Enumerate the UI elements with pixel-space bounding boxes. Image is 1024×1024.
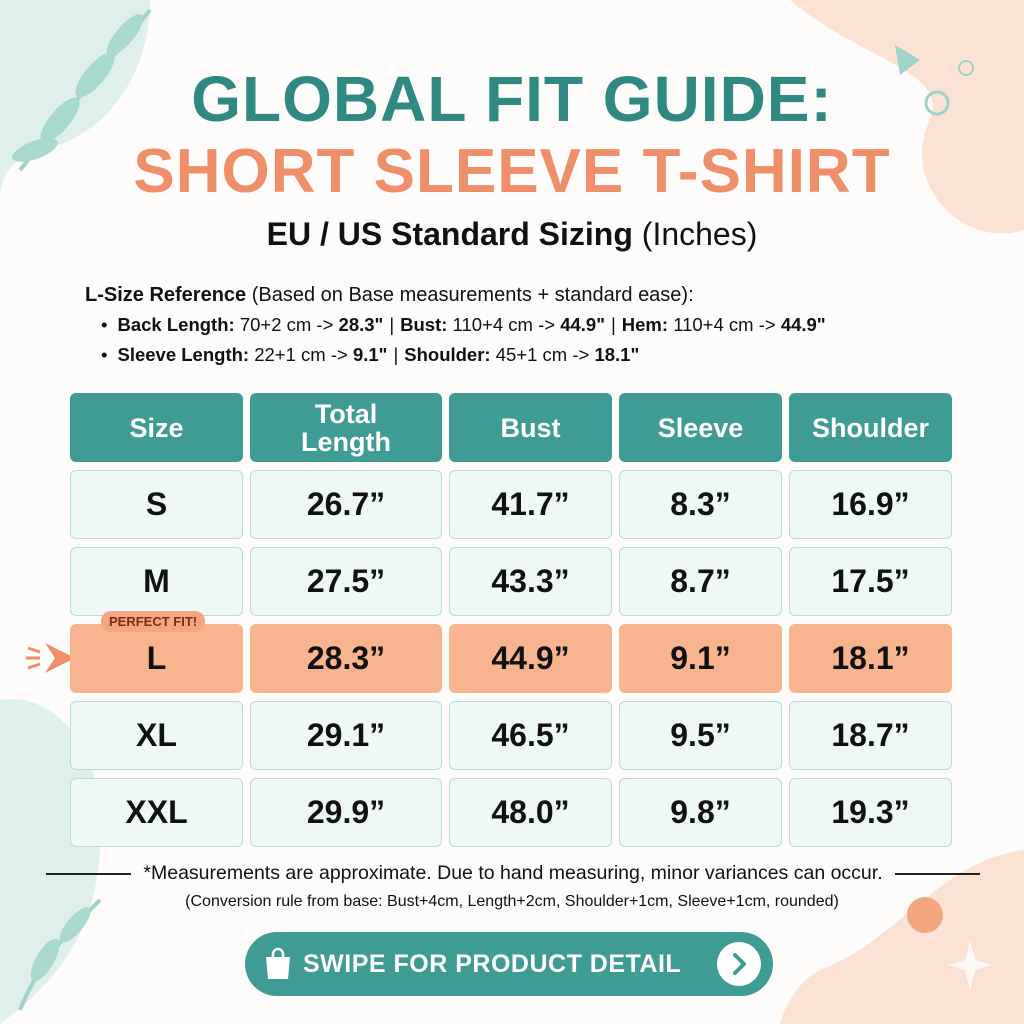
- note: *Measurements are approximate. Due to ha…: [143, 862, 883, 884]
- table-cell: S: [70, 470, 243, 539]
- column-header: Bust: [449, 393, 612, 462]
- separator: |: [393, 344, 399, 365]
- table-cell: XL: [70, 701, 243, 770]
- badge: PERFECT FIT!: [101, 611, 206, 632]
- column-header: Size: [70, 393, 243, 462]
- table-cell: 18.1”: [789, 624, 952, 693]
- item-label: Back Length:: [117, 314, 235, 335]
- item-result: 28.3": [338, 314, 384, 335]
- table-cell: 29.9”: [250, 778, 442, 847]
- table-cell: XXL: [70, 778, 243, 847]
- item-calc: 45+1 cm ->: [495, 344, 590, 365]
- reference-note: (Based on Base measurements + standard e…: [251, 284, 694, 306]
- item-label: Bust:: [400, 314, 448, 335]
- table-cell: L PERFECT FIT!: [70, 611, 243, 693]
- item-calc: 110+4 cm ->: [673, 314, 776, 335]
- item-calc: 22+1 cm ->: [254, 344, 348, 365]
- note-row: *Measurements are approximate. Due to ha…: [46, 862, 981, 885]
- table-cell: 18.7”: [789, 701, 952, 770]
- item-result: 9.1": [352, 344, 388, 365]
- item-calc: 110+4 cm ->: [452, 314, 556, 335]
- column-header: Shoulder: [789, 393, 952, 462]
- table-cell: 16.9”: [789, 470, 952, 539]
- reference: L-Size Reference (Based on Base measurem…: [85, 280, 826, 370]
- table-cell: 41.7”: [449, 470, 612, 539]
- table-cell: 9.5”: [619, 701, 782, 770]
- table-cell: M: [70, 547, 243, 616]
- item-label: Sleeve Length:: [117, 344, 250, 365]
- separator: |: [389, 314, 395, 335]
- divider: [894, 872, 981, 875]
- table-cell: 28.3”: [250, 624, 442, 693]
- table-cell: 17.5”: [789, 547, 952, 616]
- conversion-rule: (Conversion rule from base: Bust+4cm, Le…: [185, 893, 839, 910]
- table-cell: 46.5”: [449, 701, 612, 770]
- bag-icon: [266, 947, 290, 979]
- sizing-standard: EU / US Standard Sizing (Inches): [0, 216, 1024, 253]
- table-cell: 19.3”: [789, 778, 952, 847]
- item-result: 18.1": [594, 344, 640, 365]
- table-cell: 27.5”: [250, 547, 442, 616]
- column-header: Total Length: [250, 393, 442, 462]
- table-cell: 43.3”: [449, 547, 612, 616]
- reference-line: Back Length: 70+2 cm -> 28.3"|Bust: 110+…: [85, 310, 826, 340]
- item-result: 44.9": [560, 314, 605, 335]
- table-cell: 9.1”: [619, 624, 782, 693]
- item-result: 44.9": [780, 314, 826, 335]
- table-cell: 26.7”: [250, 470, 442, 539]
- reference-head: L-Size Reference (Based on Base measurem…: [85, 280, 826, 310]
- column-header: Sleeve: [619, 393, 782, 462]
- table-cell: 8.7”: [619, 547, 782, 616]
- table-cell: 29.1”: [250, 701, 442, 770]
- separator: |: [610, 314, 616, 335]
- arrow-icon: [717, 942, 761, 986]
- item-label: Shoulder:: [404, 344, 491, 365]
- item-label: Hem:: [621, 314, 669, 335]
- standard: EU / US Standard Sizing: [266, 216, 633, 252]
- size-table: Size Total Length Bust Sleeve Shoulder S 26.7”…: [70, 393, 952, 847]
- swipe-button[interactable]: SWIPE FOR PRODUCT DETAIL: [245, 932, 773, 996]
- table-cell: 44.9”: [449, 624, 612, 693]
- reference-label: L-Size Reference: [85, 284, 247, 306]
- subtitle: SHORT SLEEVE T-SHIRT: [133, 137, 891, 206]
- item-calc: 70+2 cm ->: [239, 314, 334, 335]
- table-cell: 9.8”: [619, 778, 782, 847]
- divider: [46, 872, 132, 875]
- reference-line: Sleeve Length: 22+1 cm -> 9.1"|Shoulder:…: [85, 340, 826, 370]
- title: GLOBAL FIT GUIDE:: [191, 63, 833, 135]
- button-label: SWIPE FOR PRODUCT DETAIL: [303, 949, 682, 978]
- unit: (Inches): [641, 216, 758, 252]
- table-cell: 8.3”: [619, 470, 782, 539]
- table-cell: 48.0”: [449, 778, 612, 847]
